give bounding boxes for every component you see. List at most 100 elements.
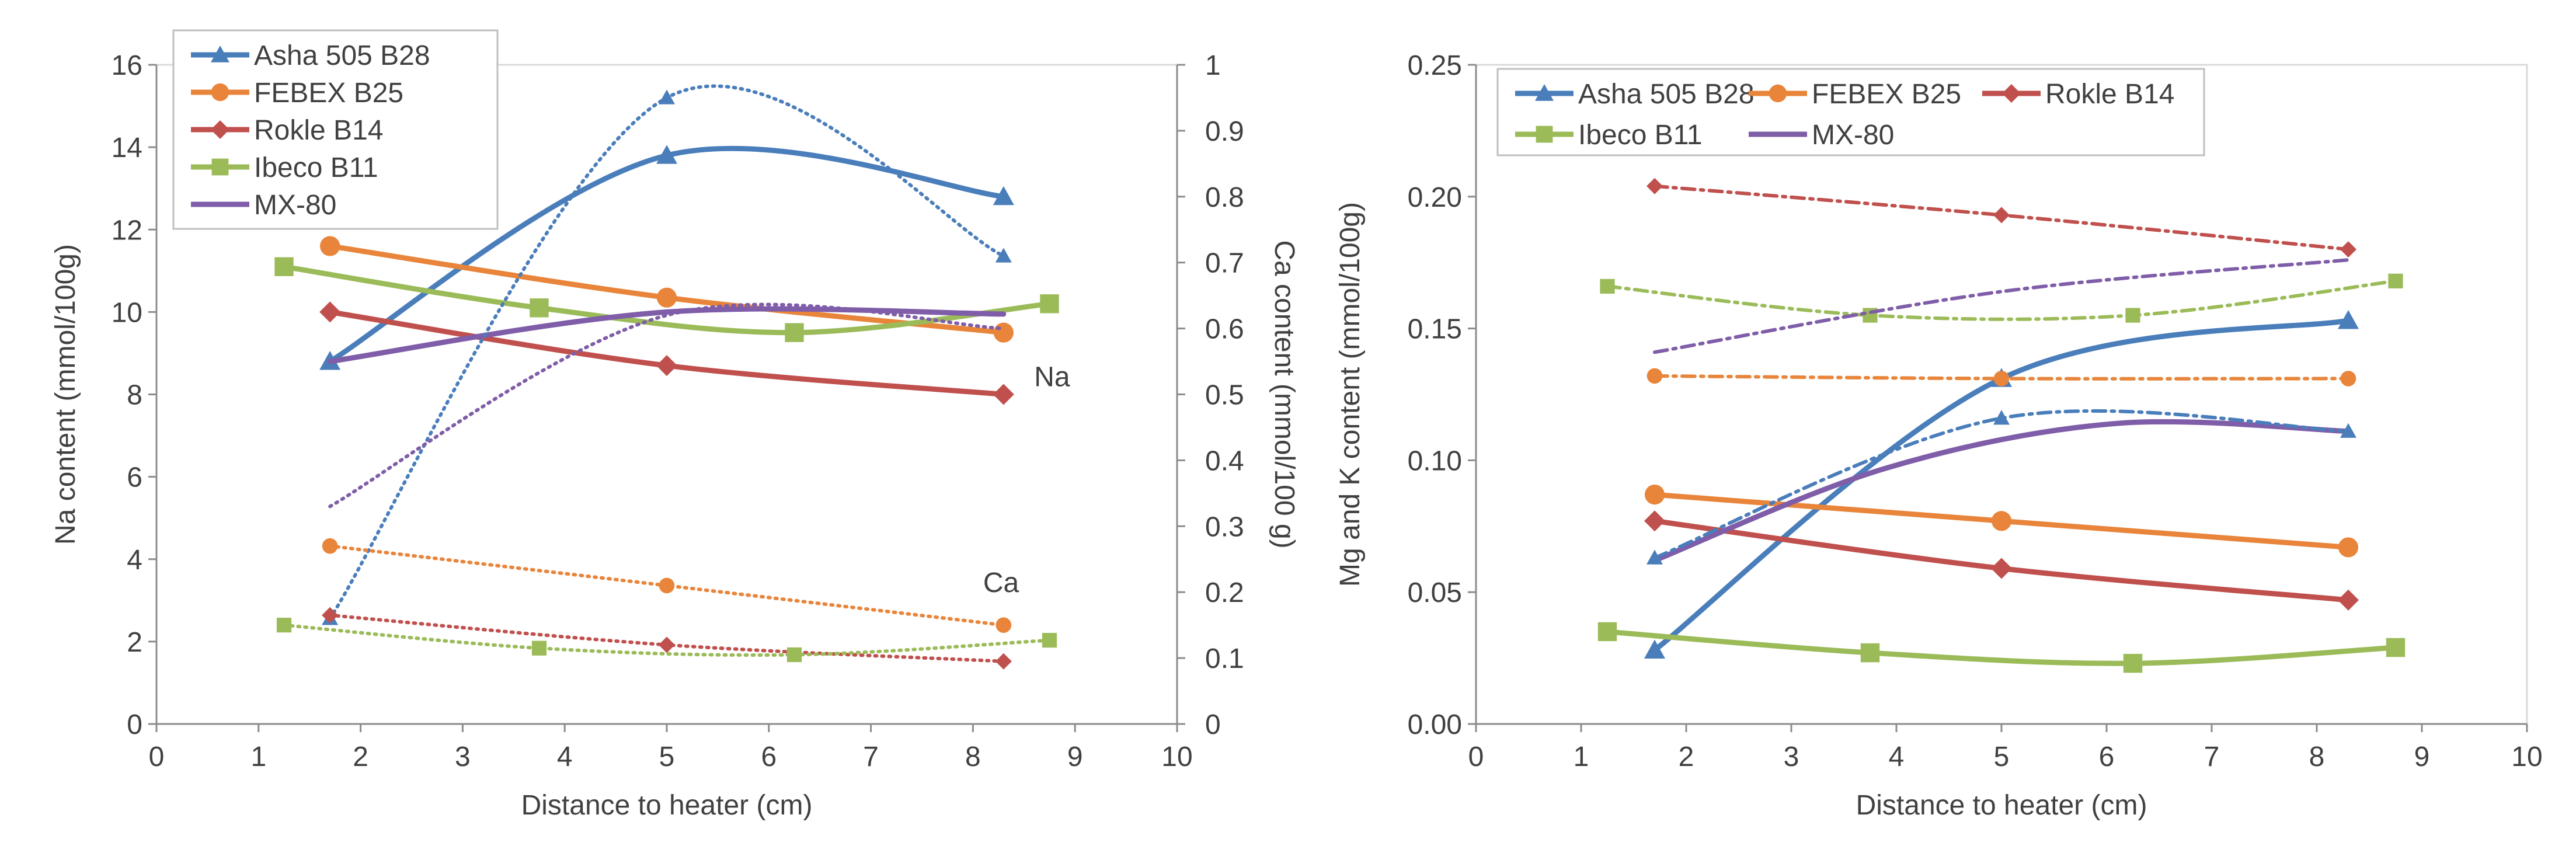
x-tick-label: 2 — [1679, 741, 1694, 772]
legend-marker-febex-b25 — [211, 83, 229, 102]
series-ibeco-b11-ca-point — [1042, 633, 1057, 648]
x-tick-label: 5 — [1994, 741, 2010, 772]
y-tick-label: 2 — [127, 627, 142, 658]
series-asha-505-b28-k-point — [2340, 423, 2356, 438]
series-asha-505-b28-na-point — [656, 145, 677, 164]
series-febex-b25-na-point — [656, 287, 677, 308]
series-ibeco-b11-na-point — [530, 298, 549, 318]
legend-label-ibeco-b11: Ibeco B11 — [1578, 120, 1703, 151]
series-asha-505-b28-ca-point — [995, 248, 1012, 263]
legend-label-rokle-b14: Rokle B14 — [2045, 79, 2174, 110]
x-tick-label: 3 — [455, 741, 471, 772]
legend: Asha 505 B28 FEBEX B25 Rokle B14 Ibeco B11 M… — [1496, 68, 2205, 156]
x-tick-label: 7 — [863, 741, 879, 772]
series-ibeco-b11-mg-point — [2386, 638, 2406, 657]
series-ibeco-b11-ca-point — [276, 618, 292, 633]
series-rokle-b14-k-point — [2340, 241, 2356, 258]
series-ibeco-b11-k-point — [1600, 278, 1615, 294]
y-tick-label: 14 — [112, 133, 142, 163]
legend-marker-ibeco-b11 — [211, 158, 229, 176]
x-tick-label: 9 — [2414, 741, 2430, 772]
chart-panel-1: 0 1 2 3 4 5 6 7 8 9 10024681012141600.10.20.30.40.… — [50, 29, 1300, 821]
y2-tick-label: 0 — [1205, 709, 1221, 740]
y-tick-label: 0.10 — [1408, 445, 1462, 476]
x-tick-label: 8 — [2309, 741, 2325, 772]
x-tick-label: 4 — [1889, 741, 1905, 772]
series-mx-80-na-line — [327, 306, 1007, 364]
series-rokle-b14-k-point — [1993, 207, 2010, 224]
legend-marker-asha-505-b28 — [211, 46, 229, 62]
series-rokle-b14-na-point — [656, 355, 677, 377]
series-asha-505-b28-ca-point — [659, 89, 675, 105]
series-rokle-b14-ca-point — [659, 636, 675, 653]
series-asha-505-b28-mg-point — [2338, 310, 2359, 329]
series-febex-b25-na-point — [993, 322, 1014, 343]
y2-tick-label: 0.9 — [1205, 116, 1244, 147]
series-febex-b25-na-point — [320, 236, 340, 256]
legend-label-ibeco-b11: Ibeco B11 — [254, 152, 378, 183]
x-tick-label: 6 — [761, 741, 777, 772]
series-ibeco-b11-na-point — [274, 257, 294, 276]
x-tick-label: 10 — [2511, 741, 2542, 772]
y2-tick-label: 0.5 — [1205, 380, 1244, 411]
legend-label-febex-b25: FEBEX B25 — [254, 78, 403, 109]
series-asha-505-b28-ca-line — [328, 84, 1005, 621]
y-axis-title: Na content (mmol/100g) — [50, 244, 81, 545]
series-ibeco-b11-mg-point — [2123, 653, 2143, 673]
legend-label-mx-80: MX-80 — [1812, 120, 1894, 151]
y2-axis-title: Ca content (mmol/100 g) — [1269, 240, 1300, 548]
x-tick-label: 3 — [1784, 741, 1799, 772]
x-tick-label: 6 — [2099, 741, 2115, 772]
legend-label-febex-b25: FEBEX B25 — [1812, 79, 1961, 110]
y2-tick-label: 0.6 — [1205, 314, 1244, 345]
legend-label-mx-80: MX-80 — [254, 190, 336, 221]
series-ibeco-b11-k-line — [1606, 279, 2397, 321]
y-tick-label: 0.00 — [1408, 709, 1462, 740]
series-asha-505-b28-mg-point — [1644, 639, 1665, 659]
y2-tick-label: 0.1 — [1205, 643, 1244, 674]
series-ibeco-b11-na-line — [281, 264, 1052, 336]
series-ibeco-b11-ca-line — [282, 623, 1052, 657]
y-tick-label: 6 — [127, 462, 142, 493]
x-tick-label: 9 — [1067, 741, 1083, 772]
y2-tick-label: 0.8 — [1205, 182, 1244, 213]
series-rokle-b14-mg-point — [1991, 558, 2012, 579]
legend-marker-rokle-b14 — [211, 120, 229, 139]
y-tick-label: 0.05 — [1408, 577, 1462, 608]
annotation-ca: Ca — [983, 568, 1019, 598]
chart-panel-2: 0 1 2 3 4 5 6 7 8 9 10 0.00 0.05 0.10 0.15 0.20 0.25 Dist… — [1335, 50, 2543, 821]
series-febex-b25-k-point — [1646, 368, 1663, 384]
y2-tick-label: 0.4 — [1205, 445, 1244, 476]
x-tick-label: 1 — [1574, 741, 1589, 772]
x-axis-title: Distance to heater (cm) — [1856, 790, 2147, 821]
series-ibeco-b11-mg-point — [1597, 622, 1617, 642]
x-tick-label: 10 — [1161, 741, 1192, 772]
series-ibeco-b11-ca-point — [531, 640, 547, 656]
series-asha-505-b28-k-point — [1646, 549, 1663, 565]
legend-label-asha-505-b28: Asha 505 B28 — [1578, 79, 1755, 110]
y2-tick-label: 0.2 — [1205, 577, 1244, 608]
series-mx-80-ca-line — [328, 302, 1005, 509]
x-tick-label: 8 — [965, 741, 981, 772]
series-febex-b25-k-point — [2340, 371, 2356, 387]
series-rokle-b14-ca-point — [322, 607, 339, 624]
series-febex-b25-mg-point — [1991, 511, 2012, 531]
x-tick-label: 0 — [149, 741, 165, 772]
y-tick-label: 12 — [112, 215, 142, 246]
legend-label-asha-505-b28: Asha 505 B28 — [254, 40, 430, 71]
legend-marker-rokle-b14 — [2002, 84, 2021, 103]
series-rokle-b14-na-point — [319, 301, 341, 323]
series-rokle-b14-ca-point — [995, 653, 1012, 670]
series-ibeco-b11-mg-line — [1604, 629, 2399, 666]
series-ibeco-b11-na-point — [785, 323, 804, 342]
x-tick-label: 4 — [557, 741, 573, 772]
x-tick-label: 2 — [353, 741, 368, 772]
series-asha-505-b28-na-point — [993, 186, 1014, 206]
legend-marker-ibeco-b11 — [1536, 126, 1553, 143]
series-ibeco-b11-mg-point — [1860, 643, 1880, 663]
x-axis-title: Distance to heater (cm) — [521, 790, 813, 821]
y-tick-label: 8 — [127, 380, 142, 411]
x-tick-label: 5 — [659, 741, 675, 772]
series-mx-80-mg-line — [1652, 419, 2351, 563]
